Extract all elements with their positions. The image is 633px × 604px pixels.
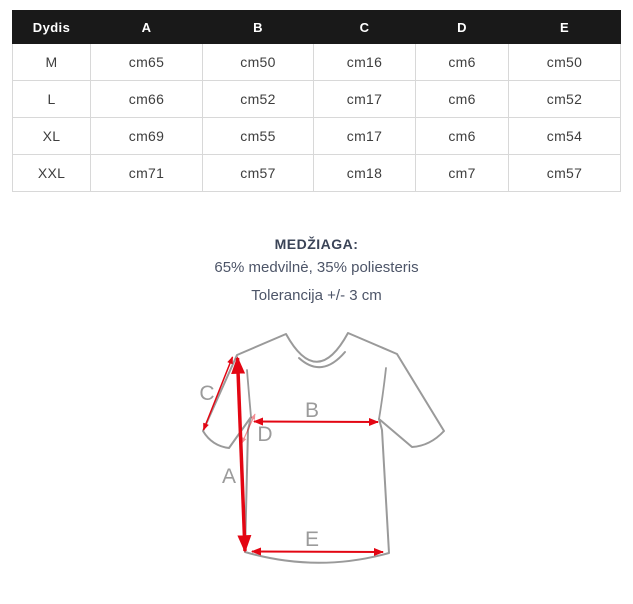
cell-b: cm52	[202, 80, 314, 118]
measure-arrow-e	[251, 547, 384, 556]
measure-arrow-a	[231, 356, 252, 553]
measure-arrow-d	[241, 413, 256, 444]
cell-e: cm50	[508, 43, 621, 81]
cell-b: cm50	[202, 43, 314, 81]
cell-e: cm54	[508, 117, 621, 155]
measure-arrow-d-group	[241, 413, 256, 444]
measure-arrow-c	[202, 356, 234, 431]
table-row-m: M cm65 cm50 cm16 cm6 cm50	[12, 43, 621, 81]
tolerance-note: Tolerancija +/- 3 cm	[251, 287, 382, 304]
cell-c: cm17	[313, 117, 416, 155]
cell-e: cm57	[508, 154, 621, 192]
cell-b: cm57	[202, 154, 314, 192]
tshirt-outline	[202, 332, 445, 564]
column-header-c: C	[313, 10, 416, 44]
cell-a: cm71	[90, 154, 203, 192]
cell-a: cm66	[90, 80, 203, 118]
cell-a: cm69	[90, 117, 203, 155]
column-header-d: D	[415, 10, 509, 44]
cell-c: cm16	[313, 43, 416, 81]
measure-label-c: C	[199, 382, 214, 405]
cell-size: XL	[12, 117, 91, 155]
column-header-a: A	[90, 10, 203, 44]
cell-c: cm17	[313, 80, 416, 118]
material-value: 65% medvilnė, 35% poliesteris	[214, 259, 419, 276]
cell-b: cm55	[202, 117, 314, 155]
size-table-header: Dydis A B C D E	[12, 10, 621, 44]
measure-label-e: E	[305, 528, 319, 551]
measure-arrow-b	[253, 417, 379, 426]
cell-size: L	[12, 80, 91, 118]
cell-d: cm6	[415, 117, 509, 155]
collar-inner-line	[298, 351, 346, 368]
cell-c: cm18	[313, 154, 416, 192]
column-header-dydis: Dydis	[12, 10, 91, 44]
tshirt-diagram: A B C D E	[0, 325, 633, 599]
size-table: Dydis A B C D E M cm65 cm50 cm16 cm6 cm5…	[12, 10, 621, 192]
tshirt-diagram-svg: A B C D E	[199, 332, 445, 564]
cell-size: M	[12, 43, 91, 81]
cell-d: cm6	[415, 80, 509, 118]
measure-label-a: A	[222, 465, 236, 488]
cell-e: cm52	[508, 80, 621, 118]
cell-size: XXL	[12, 154, 91, 192]
material-heading: MEDŽIAGA:	[274, 236, 359, 252]
column-header-e: E	[508, 10, 621, 44]
measure-label-d: D	[257, 423, 272, 446]
column-header-b: B	[202, 10, 314, 44]
cell-a: cm65	[90, 43, 203, 81]
table-row-xl: XL cm69 cm55 cm17 cm6 cm54	[12, 117, 621, 155]
left-armhole-seam	[246, 369, 252, 418]
right-armhole-seam	[378, 367, 387, 420]
measure-label-b: B	[305, 399, 319, 422]
cell-d: cm7	[415, 154, 509, 192]
cell-d: cm6	[415, 43, 509, 81]
table-row-l: L cm66 cm52 cm17 cm6 cm52	[12, 80, 621, 118]
table-row-xxl: XXL cm71 cm57 cm18 cm7 cm57	[12, 154, 621, 192]
